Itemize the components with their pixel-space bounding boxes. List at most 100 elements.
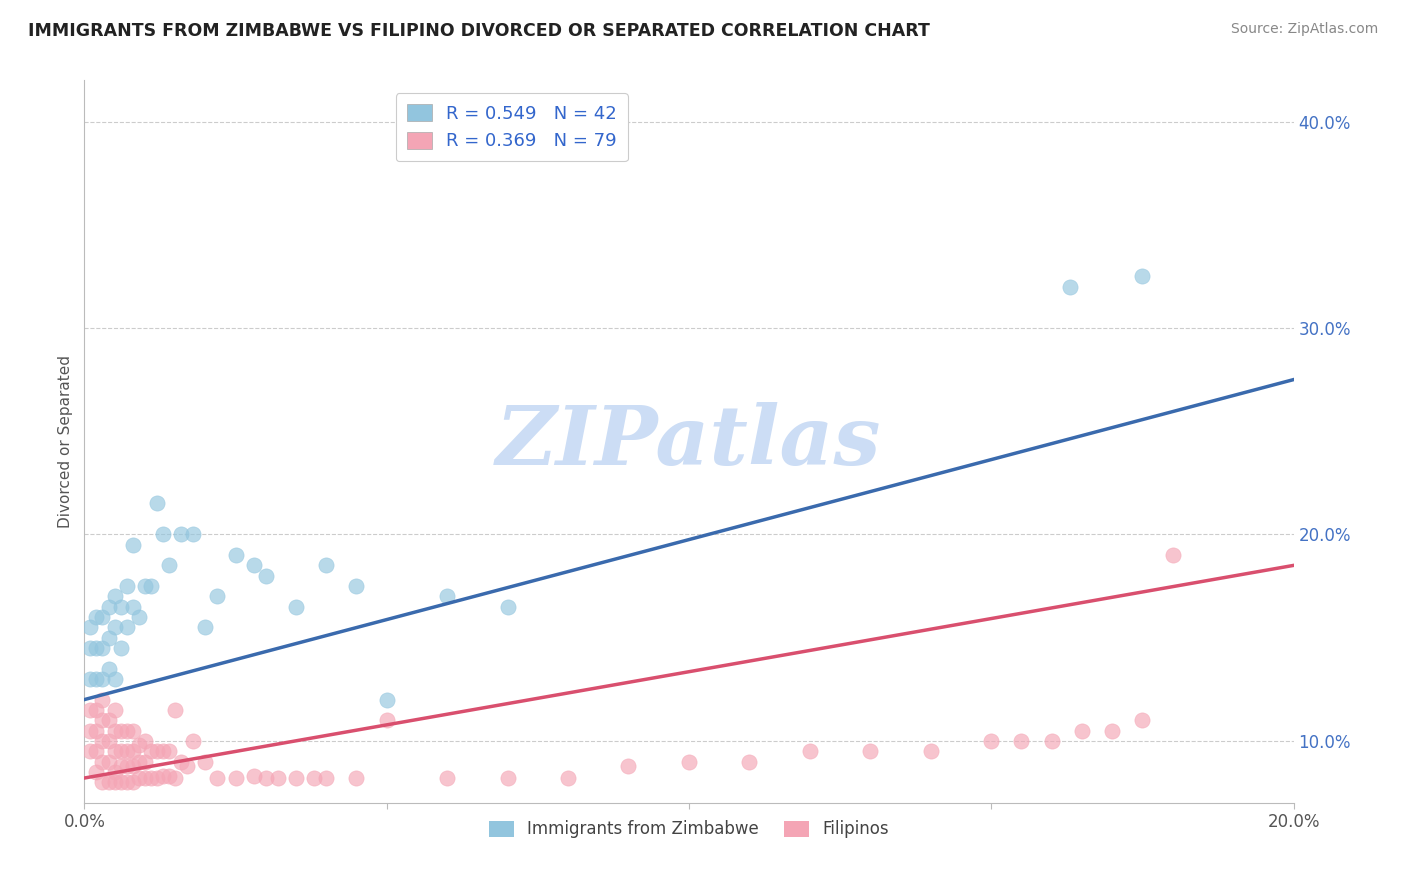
Point bbox=[79, 723, 101, 738]
Point bbox=[496, 771, 519, 785]
Point bbox=[97, 755, 120, 769]
Point bbox=[128, 771, 150, 785]
Point bbox=[121, 538, 143, 552]
Point bbox=[176, 758, 198, 772]
Point bbox=[194, 620, 217, 634]
Point bbox=[1071, 723, 1094, 738]
Point bbox=[1040, 734, 1063, 748]
Point bbox=[152, 769, 174, 783]
Point bbox=[859, 744, 882, 758]
Point bbox=[121, 775, 143, 789]
Point bbox=[738, 755, 761, 769]
Point bbox=[181, 734, 204, 748]
Point bbox=[146, 771, 169, 785]
Point bbox=[86, 672, 108, 686]
Point bbox=[242, 769, 264, 783]
Point bbox=[1011, 734, 1033, 748]
Point bbox=[436, 771, 458, 785]
Point bbox=[1130, 713, 1153, 727]
Point bbox=[104, 775, 127, 789]
Point bbox=[86, 723, 108, 738]
Point bbox=[110, 758, 132, 772]
Point bbox=[152, 527, 174, 541]
Point bbox=[134, 771, 156, 785]
Point bbox=[139, 579, 162, 593]
Point bbox=[121, 744, 143, 758]
Point bbox=[104, 620, 127, 634]
Point bbox=[225, 548, 247, 562]
Point bbox=[194, 755, 217, 769]
Point bbox=[104, 744, 127, 758]
Point bbox=[267, 771, 290, 785]
Text: IMMIGRANTS FROM ZIMBABWE VS FILIPINO DIVORCED OR SEPARATED CORRELATION CHART: IMMIGRANTS FROM ZIMBABWE VS FILIPINO DIV… bbox=[28, 22, 929, 40]
Point bbox=[115, 744, 138, 758]
Point bbox=[165, 771, 187, 785]
Point bbox=[375, 692, 398, 706]
Point bbox=[97, 713, 120, 727]
Point bbox=[146, 496, 169, 510]
Point bbox=[157, 558, 180, 573]
Point bbox=[128, 610, 150, 624]
Point bbox=[86, 610, 108, 624]
Legend: Immigrants from Zimbabwe, Filipinos: Immigrants from Zimbabwe, Filipinos bbox=[482, 814, 896, 845]
Point bbox=[1130, 269, 1153, 284]
Point bbox=[86, 640, 108, 655]
Point bbox=[110, 744, 132, 758]
Text: ZIPatlas: ZIPatlas bbox=[496, 401, 882, 482]
Point bbox=[104, 703, 127, 717]
Point bbox=[207, 771, 229, 785]
Point bbox=[139, 771, 162, 785]
Point bbox=[121, 723, 143, 738]
Point bbox=[91, 692, 114, 706]
Point bbox=[165, 703, 187, 717]
Point bbox=[110, 723, 132, 738]
Point bbox=[157, 769, 180, 783]
Point bbox=[678, 755, 700, 769]
Point bbox=[110, 599, 132, 614]
Point bbox=[86, 703, 108, 717]
Point bbox=[557, 771, 579, 785]
Point bbox=[375, 713, 398, 727]
Point bbox=[104, 590, 127, 604]
Point bbox=[97, 734, 120, 748]
Point bbox=[436, 590, 458, 604]
Point bbox=[110, 775, 132, 789]
Point bbox=[110, 640, 132, 655]
Point bbox=[97, 775, 120, 789]
Point bbox=[115, 775, 138, 789]
Point bbox=[980, 734, 1002, 748]
Point bbox=[79, 640, 101, 655]
Point bbox=[79, 620, 101, 634]
Point bbox=[97, 631, 120, 645]
Point bbox=[121, 599, 143, 614]
Point bbox=[207, 590, 229, 604]
Point bbox=[104, 723, 127, 738]
Point bbox=[315, 558, 337, 573]
Point bbox=[496, 599, 519, 614]
Point bbox=[346, 771, 368, 785]
Point bbox=[302, 771, 325, 785]
Point bbox=[1101, 723, 1123, 738]
Point bbox=[91, 775, 114, 789]
Point bbox=[152, 744, 174, 758]
Point bbox=[134, 579, 156, 593]
Point bbox=[285, 771, 308, 785]
Point bbox=[115, 723, 138, 738]
Point bbox=[104, 764, 127, 779]
Point bbox=[79, 672, 101, 686]
Text: Source: ZipAtlas.com: Source: ZipAtlas.com bbox=[1230, 22, 1378, 37]
Point bbox=[254, 568, 277, 582]
Point bbox=[181, 527, 204, 541]
Point bbox=[91, 610, 114, 624]
Point bbox=[1161, 548, 1184, 562]
Point bbox=[242, 558, 264, 573]
Point bbox=[799, 744, 821, 758]
Point bbox=[91, 734, 114, 748]
Point bbox=[225, 771, 247, 785]
Point bbox=[134, 755, 156, 769]
Point bbox=[115, 758, 138, 772]
Point bbox=[104, 672, 127, 686]
Point bbox=[170, 527, 193, 541]
Point bbox=[79, 703, 101, 717]
Point bbox=[1059, 279, 1081, 293]
